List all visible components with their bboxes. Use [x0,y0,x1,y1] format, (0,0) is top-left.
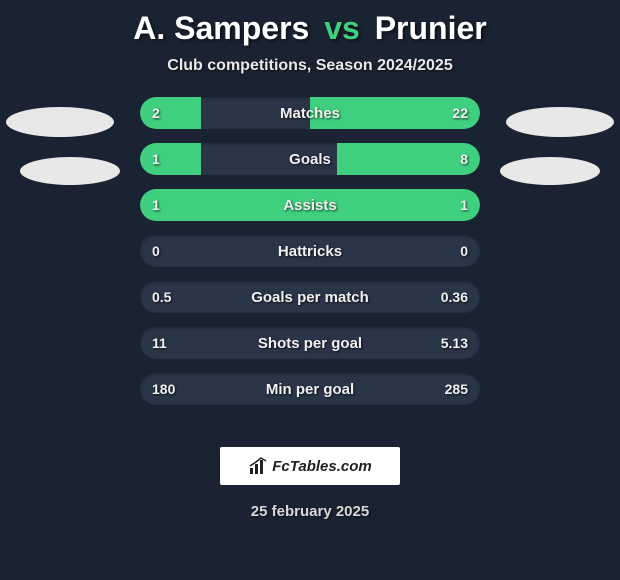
stat-fill-left [140,143,201,175]
player1-name: A. Sampers [133,10,309,46]
stat-bars: 222Matches18Goals11Assists00Hattricks0.5… [140,97,480,419]
stat-row: 11Assists [140,189,480,221]
chart-icon [248,456,268,476]
stat-row: 18Goals [140,143,480,175]
stat-fill-right [337,143,480,175]
stat-value-right: 0.36 [441,281,468,313]
stat-label: Goals per match [140,281,480,313]
comparison-arena: 222Matches18Goals11Assists00Hattricks0.5… [0,97,620,427]
stat-row: 222Matches [140,97,480,129]
stat-value-left: 1 [152,143,160,175]
stat-row: 0 0Hattricks [140,235,480,267]
stat-value-left: 1 [152,189,160,221]
stat-value-right: 0 [460,235,468,267]
vs-label: vs [324,10,360,46]
player1-oval-bottom [20,157,120,185]
stat-label: Shots per goal [140,327,480,359]
subtitle: Club competitions, Season 2024/2025 [0,57,620,75]
player2-oval-bottom [500,157,600,185]
stat-value-left: 0 [152,235,160,267]
stat-fill-left [140,189,310,221]
footer-logo: FcTables.com [220,447,400,485]
stat-fill-right [310,189,480,221]
stat-row: 11 5.13Shots per goal [140,327,480,359]
stat-value-right: 5.13 [441,327,468,359]
player1-oval-top [6,107,114,137]
stat-value-right: 8 [460,143,468,175]
stat-fill-left [140,97,201,129]
stat-value-left: 2 [152,97,160,129]
comparison-title: A. Sampers vs Prunier [0,0,620,47]
logo-text: FcTables.com [272,458,371,475]
stat-value-right: 1 [460,189,468,221]
stat-value-left: 11 [152,327,167,359]
stat-value-left: 180 [152,373,175,405]
stat-value-right: 285 [445,373,468,405]
stat-row: 0.5 0.36Goals per match [140,281,480,313]
player2-oval-top [506,107,614,137]
player2-name: Prunier [375,10,487,46]
stat-value-left: 0.5 [152,281,171,313]
stat-row: 180 285Min per goal [140,373,480,405]
stat-label: Hattricks [140,235,480,267]
footer-date: 25 february 2025 [0,503,620,520]
stat-label: Min per goal [140,373,480,405]
stat-value-right: 22 [452,97,468,129]
